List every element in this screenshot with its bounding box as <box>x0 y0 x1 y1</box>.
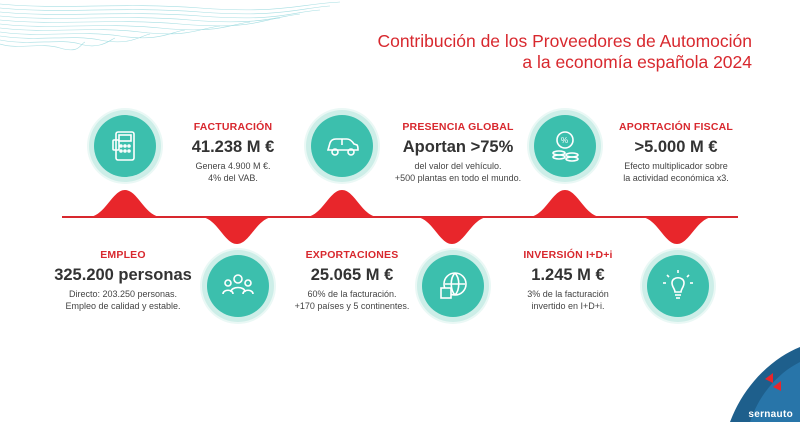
aportacion-fiscal-block: APORTACIÓN FISCAL >5.000 M € Efecto mult… <box>606 121 746 184</box>
empleo-value: 325.200 personas <box>54 266 192 284</box>
aportacion-fiscal-label: APORTACIÓN FISCAL <box>618 121 734 133</box>
inversion-label: INVERSIÓN I+D+i <box>523 249 613 261</box>
empleo-label: EMPLEO <box>100 249 146 261</box>
presencia-global-desc-2: +500 plantas en todo el mundo. <box>394 173 522 183</box>
facturacion-label: FACTURACIÓN <box>193 121 273 133</box>
presencia-global-desc-1: del valor del vehículo. <box>414 161 502 171</box>
inversion-value: 1.245 M € <box>531 266 605 284</box>
sernauto-logo-icon <box>765 373 781 391</box>
inversion-desc-1: 3% de la facturación <box>527 289 609 299</box>
page-title: Contribución de los Proveedores de Autom… <box>332 31 752 73</box>
facturacion-desc-1: Genera 4.900 M €. <box>195 161 271 171</box>
decorative-wave-lines <box>0 1 340 51</box>
svg-text:%: % <box>561 136 568 145</box>
lightbulb-icon <box>647 255 709 317</box>
coins-percent-icon: % <box>534 115 596 177</box>
aportacion-fiscal-value: >5.000 M € <box>634 138 718 156</box>
empleo-block: EMPLEO 325.200 personas Directo: 203.250… <box>48 249 198 312</box>
exportaciones-value: 25.065 M € <box>310 266 394 284</box>
inversion-desc-2: invertido en I+D+i. <box>531 301 605 311</box>
title-line-2: a la economía española 2024 <box>522 52 752 72</box>
car-icon <box>311 115 373 177</box>
people-icon <box>207 255 269 317</box>
presencia-global-value: Aportan >75% <box>402 138 514 156</box>
brand-corner <box>730 347 800 422</box>
exportaciones-label: EXPORTACIONES <box>305 249 399 261</box>
inversion-block: INVERSIÓN I+D+i 1.245 M € 3% de la factu… <box>503 249 633 312</box>
facturacion-desc-2: 4% del VAB. <box>208 173 258 183</box>
brand-name: sernauto <box>748 409 793 420</box>
facturacion-block: FACTURACIÓN 41.238 M € Genera 4.900 M €.… <box>168 121 298 184</box>
exportaciones-desc-2: +170 países y 5 continentes. <box>294 301 410 311</box>
empleo-desc-1: Directo: 203.250 personas. <box>68 289 178 299</box>
aportacion-fiscal-desc-2: la actividad económica x3. <box>623 173 729 183</box>
presencia-global-block: PRESENCIA GLOBAL Aportan >75% del valor … <box>378 121 538 184</box>
facturacion-value: 41.238 M € <box>191 138 275 156</box>
title-line-1: Contribución de los Proveedores de Autom… <box>377 31 752 51</box>
presencia-global-label: PRESENCIA GLOBAL <box>402 121 514 133</box>
exportaciones-desc-1: 60% de la facturación. <box>307 289 397 299</box>
aportacion-fiscal-desc-1: Efecto multiplicador sobre <box>624 161 728 171</box>
exportaciones-block: EXPORTACIONES 25.065 M € 60% de la factu… <box>282 249 422 312</box>
pos-terminal-icon <box>94 115 156 177</box>
globe-box-icon <box>422 255 484 317</box>
empleo-desc-2: Empleo de calidad y estable. <box>65 301 181 311</box>
